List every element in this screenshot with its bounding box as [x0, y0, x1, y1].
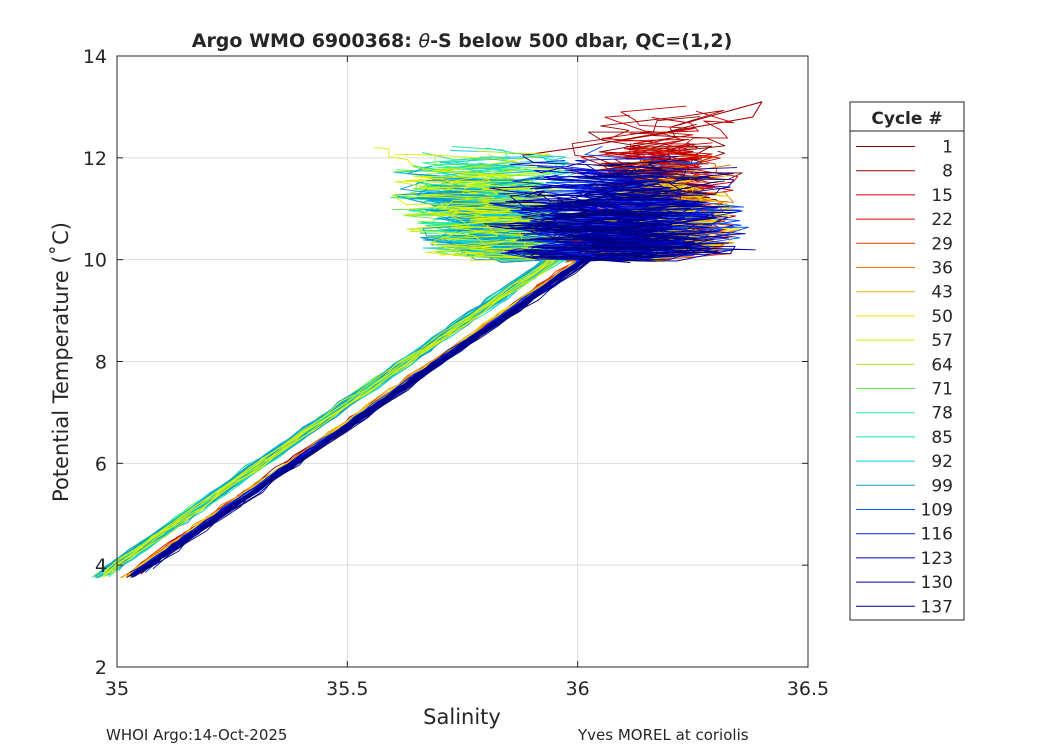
series-109-profile-line	[144, 207, 741, 573]
legend-label-123: 123	[921, 549, 953, 569]
series-137-profile-line	[126, 175, 710, 578]
legend-label-85: 85	[931, 428, 953, 448]
y-tick-label: 6	[95, 453, 107, 475]
x-tick-label: 35	[105, 678, 129, 700]
legend-label-71: 71	[931, 380, 953, 400]
legend-label-78: 78	[931, 404, 953, 424]
y-tick-label: 4	[95, 555, 107, 577]
legend-label-130: 130	[921, 573, 953, 593]
y-tick-label: 14	[83, 46, 107, 68]
series-29-profile-line	[129, 207, 733, 577]
y-tick-label: 8	[95, 352, 107, 374]
legend-label-22: 22	[931, 210, 953, 230]
y-tick-label: 12	[83, 148, 107, 170]
legend-title: Cycle #	[871, 109, 942, 129]
chart-title: Argo WMO 6900368: θ-S below 500 dbar, QC…	[192, 30, 733, 52]
series-137-profile-line	[140, 159, 736, 574]
series-137-profile-line	[142, 212, 696, 571]
series-57-profile-line	[103, 175, 586, 575]
series-137-profile-line	[144, 191, 717, 569]
footer-right: Yves MOREL at coriolis	[578, 726, 749, 744]
legend-label-8: 8	[942, 162, 953, 182]
series-43-profile-line	[130, 214, 733, 574]
series-137-profiles	[126, 156, 736, 578]
legend-label-1: 1	[942, 138, 953, 158]
legend-label-99: 99	[931, 476, 953, 496]
y-tick-label: 2	[95, 657, 107, 679]
series-116-profile-line	[129, 206, 743, 577]
legend-label-116: 116	[921, 525, 953, 545]
legend-label-92: 92	[931, 452, 953, 472]
x-tick-label: 36	[566, 678, 590, 700]
legend-label-50: 50	[931, 307, 953, 327]
x-tick-label: 36.5	[787, 678, 829, 700]
legend-label-36: 36	[931, 259, 953, 279]
legend-label-137: 137	[921, 597, 953, 617]
series-57-profile-line	[110, 150, 568, 575]
legend-label-64: 64	[931, 355, 953, 375]
x-axis-label: Salinity	[423, 705, 501, 729]
legend-label-57: 57	[931, 331, 953, 351]
y-tick-label: 10	[83, 250, 107, 272]
x-tick-label: 35.5	[326, 678, 368, 700]
legend-label-15: 15	[931, 186, 953, 206]
y-axis-label: Potential Temperature (˚C)	[49, 222, 73, 502]
legend-label-109: 109	[921, 501, 953, 521]
series-57-profile-line	[103, 147, 571, 575]
legend-label-43: 43	[931, 283, 953, 303]
legend-label-29: 29	[931, 234, 953, 254]
series-137-profile-line	[133, 180, 725, 578]
footer-left: WHOI Argo:14-Oct-2025	[106, 726, 288, 744]
